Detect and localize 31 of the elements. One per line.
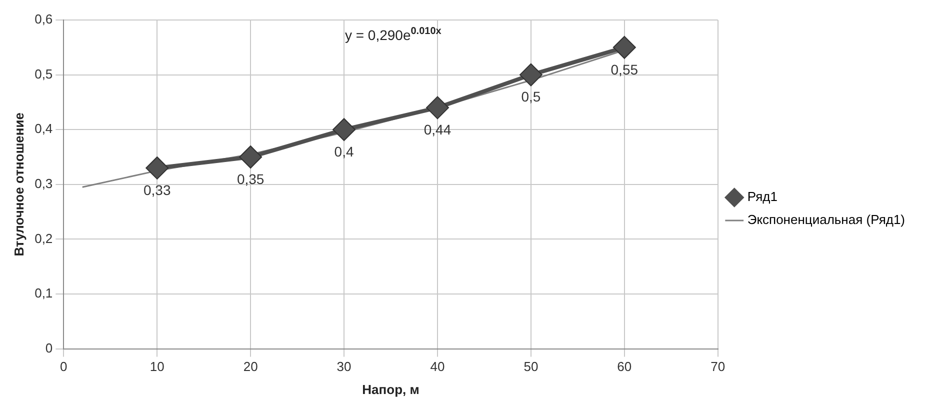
data-label: 0,44 bbox=[424, 122, 452, 138]
point bbox=[146, 156, 169, 180]
x-tick-label: 10 bbox=[150, 359, 164, 374]
point bbox=[239, 146, 262, 168]
x-tick-label: 20 bbox=[243, 359, 258, 374]
point bbox=[332, 118, 356, 142]
x-axis-title: Напор, м bbox=[362, 382, 420, 397]
y-tick-label: 0,1 bbox=[34, 286, 53, 301]
y-tick-label: 0,4 bbox=[34, 121, 53, 136]
data-label: 0,55 bbox=[610, 61, 638, 78]
data-label: 0,5 bbox=[521, 88, 541, 105]
data-label: 0,4 bbox=[334, 143, 354, 160]
x-tick-label: 70 bbox=[710, 359, 726, 374]
y-tick-label: 0,3 bbox=[34, 176, 53, 191]
point bbox=[519, 63, 542, 86]
y-tick-label: 0,6 bbox=[34, 12, 53, 27]
x-tick-label: 0 bbox=[60, 359, 68, 374]
point bbox=[426, 96, 449, 120]
legend-label: Ряд1 bbox=[747, 189, 778, 204]
x-tick-label: 40 bbox=[430, 359, 445, 374]
point bbox=[612, 36, 636, 59]
x-tick-label: 60 bbox=[617, 359, 632, 374]
y-axis-title: Втулочное отношение bbox=[11, 112, 26, 256]
y-tick-label: 0 bbox=[45, 340, 53, 356]
data-label: 0,33 bbox=[144, 182, 171, 198]
x-tick-label: 30 bbox=[336, 359, 352, 374]
y-tick-label: 0,5 bbox=[34, 66, 53, 82]
x-tick-label: 50 bbox=[524, 359, 538, 374]
data-label: 0,35 bbox=[236, 170, 264, 187]
legend-label: Экспоненциальная (Ряд1) bbox=[747, 212, 906, 228]
y-tick-label: 0,2 bbox=[34, 230, 53, 246]
